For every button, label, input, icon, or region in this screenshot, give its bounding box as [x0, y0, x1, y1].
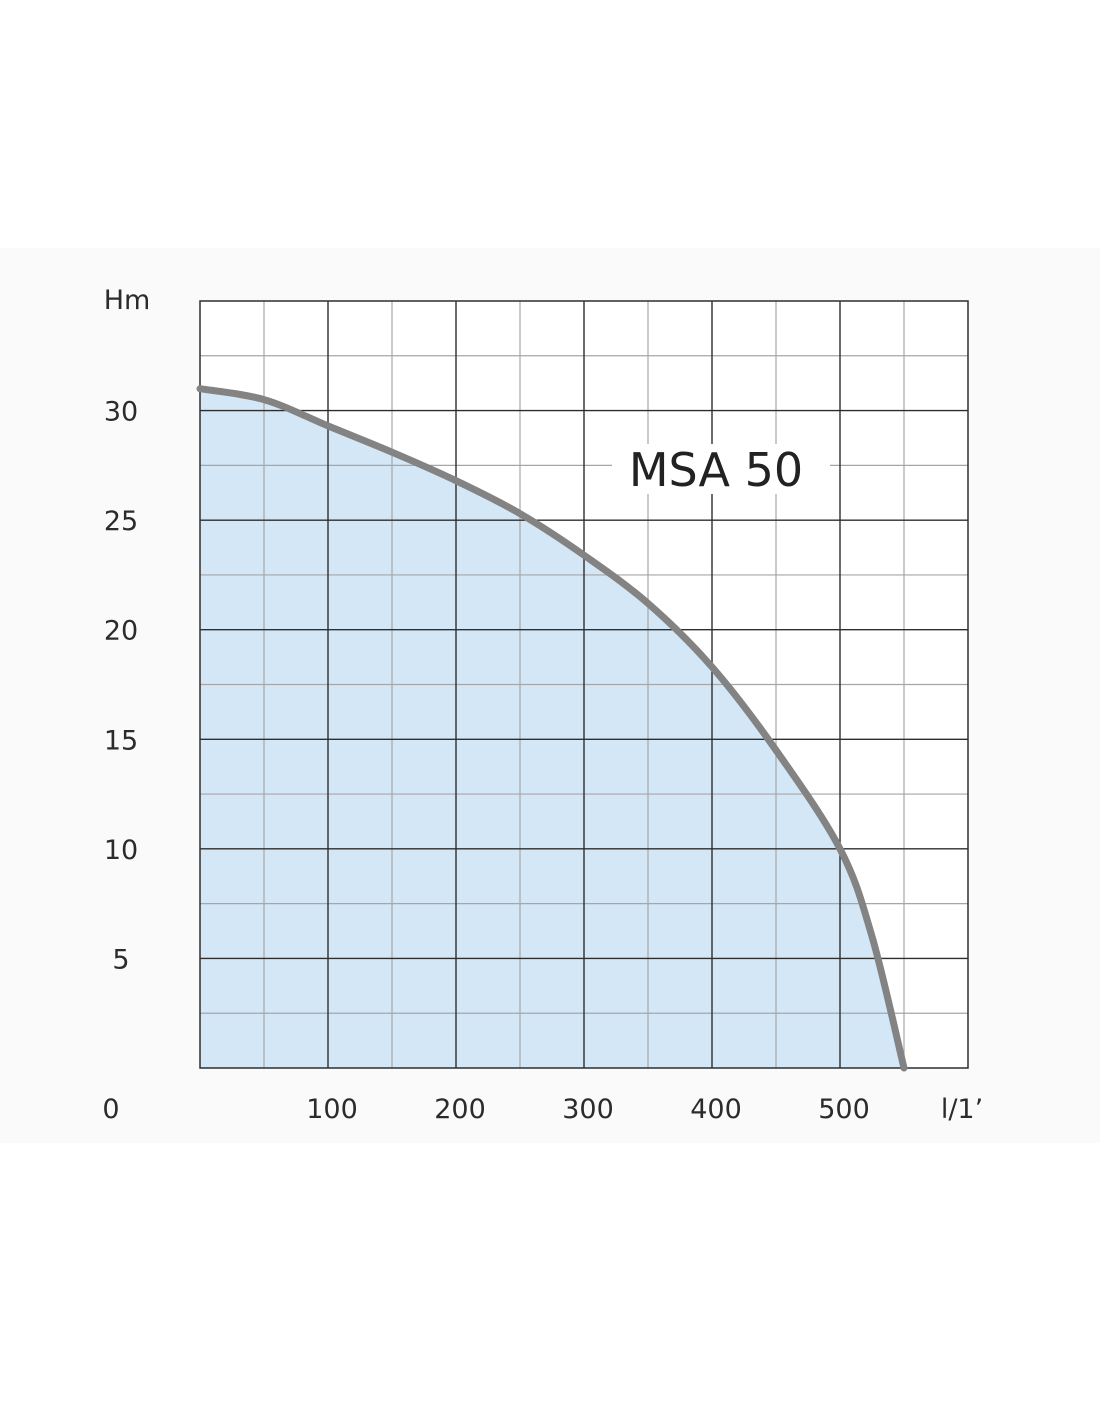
y-tick-label: 15 [104, 725, 138, 756]
y-tick-label: 30 [104, 397, 138, 428]
series-label-backdrop [612, 444, 830, 494]
plot-frame [199, 300, 969, 1069]
x-tick-label: 100 [306, 1094, 358, 1125]
x-tick-label: 300 [562, 1094, 614, 1125]
x-tick-label: 200 [434, 1094, 486, 1125]
curve-area-fill [200, 388, 904, 1068]
y-tick-label: 25 [104, 506, 138, 537]
series-label-msa-50: MSA 50 [629, 443, 803, 497]
performance-curve [196, 385, 908, 1072]
y-tick-label: 5 [112, 944, 129, 975]
y-axis-label: Hm [104, 285, 151, 316]
y-tick-label: 20 [104, 616, 138, 647]
x-tick-label: 400 [690, 1094, 742, 1125]
x-axis-label: l/1’ [941, 1094, 983, 1125]
origin-tick-label: 0 [102, 1094, 119, 1125]
major-gridlines [200, 301, 968, 1068]
x-axis-tick-labels: 100 200 300 400 500 [306, 1094, 870, 1125]
y-tick-label: 10 [104, 835, 138, 866]
x-tick-label: 500 [818, 1094, 870, 1125]
y-axis-tick-labels: 5 10 15 20 25 30 [104, 397, 138, 976]
